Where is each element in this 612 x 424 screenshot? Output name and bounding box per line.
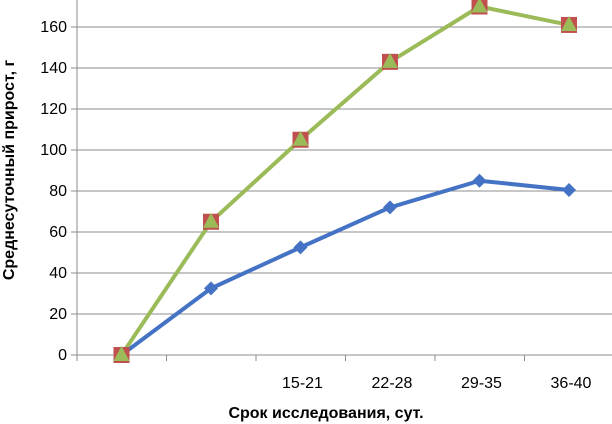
series-group bbox=[113, 0, 577, 363]
y-tick-label: 80 bbox=[49, 183, 67, 200]
x-axis-title: Срок исследования, сут. bbox=[228, 405, 423, 422]
marker-triangle bbox=[292, 130, 309, 146]
marker-triangle bbox=[203, 212, 219, 228]
data-point-marker bbox=[471, 0, 488, 15]
y-tick-label: 20 bbox=[49, 306, 67, 323]
data-point-marker bbox=[204, 281, 218, 296]
data-point-marker bbox=[472, 173, 487, 188]
y-tick-label: 60 bbox=[49, 224, 67, 241]
y-tick-label: 100 bbox=[40, 142, 67, 159]
marker-triangle bbox=[471, 0, 488, 13]
y-tick-label: 140 bbox=[40, 60, 67, 77]
data-point-marker bbox=[561, 15, 577, 33]
axes bbox=[76, 0, 612, 356]
x-tick-label: 15-21 bbox=[282, 375, 323, 392]
y-axis-title: Среднесуточный прирост, г bbox=[1, 60, 18, 281]
x-tick-label: 36-40 bbox=[551, 375, 592, 392]
series-line bbox=[119, 178, 571, 357]
series-line bbox=[119, 4, 571, 357]
marker-triangle bbox=[382, 52, 398, 68]
data-point-marker bbox=[113, 346, 130, 363]
series-2 bbox=[113, 0, 577, 363]
data-point-marker bbox=[562, 182, 576, 197]
series-1 bbox=[114, 173, 576, 362]
x-tick-labels: 15-21 22-28 29-35 36-40 bbox=[282, 375, 592, 392]
x-tick-label: 22-28 bbox=[372, 375, 413, 392]
gridlines bbox=[71, 26, 612, 361]
marker-triangle bbox=[113, 346, 130, 361]
data-point-marker bbox=[382, 52, 398, 70]
data-point-marker bbox=[293, 240, 308, 255]
data-point-marker bbox=[292, 130, 309, 148]
x-tick-label: 29-35 bbox=[461, 375, 502, 392]
y-tick-label: 160 bbox=[40, 19, 67, 36]
y-tick-label: 120 bbox=[40, 101, 67, 118]
y-tick-labels: 0 20 40 60 80 100 120 140 160 bbox=[40, 19, 67, 364]
y-tick-label: 0 bbox=[58, 347, 67, 364]
marker-triangle bbox=[561, 15, 577, 31]
data-point-marker bbox=[383, 200, 397, 215]
y-tick-label: 40 bbox=[49, 265, 67, 282]
data-point-marker bbox=[203, 212, 219, 230]
